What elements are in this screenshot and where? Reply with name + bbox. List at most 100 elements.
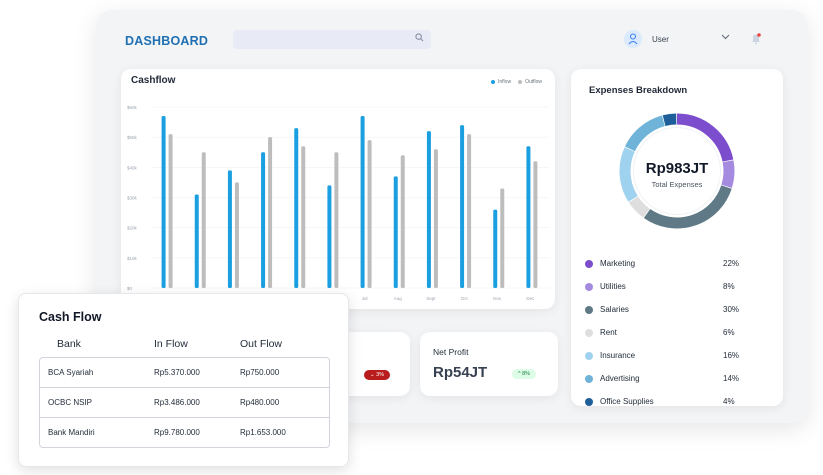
total-expenses-value: Rp983JT: [645, 160, 709, 177]
bar-outflow-jan[interactable]: [168, 134, 173, 288]
legend-swatch: [585, 283, 593, 291]
x-tick-label: Aug: [394, 296, 403, 301]
bar-outflow-sept[interactable]: [433, 149, 438, 288]
legend-swatch: [585, 329, 593, 337]
donut-slice-salaries[interactable]: [643, 185, 732, 229]
expense-legend-item: Advertising 14%: [585, 373, 765, 385]
table-row[interactable]: OCBC NSIP Rp3.486.000 Rp480.000: [40, 387, 329, 417]
y-tick-label: $20k: [127, 226, 138, 231]
cell-in-flow: Rp9.780.000: [154, 428, 200, 437]
donut-slice-insurance[interactable]: [619, 147, 638, 202]
trend-badge-up: ^ 8%: [512, 369, 537, 379]
y-tick-label: $50k: [127, 135, 138, 140]
x-tick-label: Sept: [426, 296, 436, 301]
expense-category-label: Insurance: [600, 351, 636, 360]
cell-bank: OCBC NSIP: [48, 398, 93, 407]
cash-flow-table-panel: Cash Flow Bank In Flow Out Flow BCA Syar…: [18, 293, 349, 467]
donut-slice-marketing[interactable]: [676, 113, 734, 162]
user-avatar[interactable]: [624, 30, 642, 48]
table-row[interactable]: Bank Mandiri Rp9.780.000 Rp1.653.000: [40, 417, 329, 447]
bar-inflow-mar[interactable]: [227, 170, 232, 288]
expense-legend-item: Utilities 8%: [585, 281, 765, 293]
bar-outflow-nov[interactable]: [500, 188, 505, 288]
bar-inflow-dec[interactable]: [526, 146, 531, 288]
bar-inflow-nov[interactable]: [493, 209, 498, 288]
expense-category-label: Utilities: [600, 282, 626, 291]
chart-legend: Inflow Outflow: [491, 79, 542, 85]
y-tick-label: $30k: [127, 196, 138, 201]
bell-icon[interactable]: [750, 32, 762, 45]
cell-in-flow: Rp5.370.000: [154, 368, 200, 377]
expense-legend-item: Marketing 22%: [585, 258, 765, 270]
x-tick-label: Dec: [526, 296, 535, 301]
legend-swatch: [585, 352, 593, 360]
donut-slice-advertising[interactable]: [624, 115, 666, 152]
bar-outflow-jul[interactable]: [367, 140, 372, 288]
bar-inflow-apr[interactable]: [261, 152, 266, 288]
x-tick-label: Oct: [461, 296, 469, 301]
stat-card-net-profit: Net Profit Rp54JT ^ 8%: [420, 332, 558, 396]
y-tick-label: $60k: [127, 105, 138, 110]
cell-bank: BCA Syariah: [48, 368, 94, 377]
user-label[interactable]: User: [652, 35, 669, 44]
y-tick-label: $40k: [127, 165, 138, 170]
bar-inflow-aug[interactable]: [393, 176, 398, 288]
column-header-bank: Bank: [57, 338, 81, 350]
bar-outflow-aug[interactable]: [400, 155, 405, 288]
bar-inflow-feb[interactable]: [194, 194, 199, 288]
expense-percent-value: 30%: [723, 305, 740, 314]
bar-outflow-dec[interactable]: [533, 161, 538, 288]
cell-out-flow: Rp1.653.000: [240, 428, 286, 437]
cashflow-bar-chart: $0$10k$20k$30k$40k$50k$60kJanFebMarAprMa…: [127, 105, 549, 301]
bar-inflow-jun[interactable]: [327, 185, 332, 288]
expense-percent-value: 4%: [723, 397, 735, 406]
expense-percent-value: 14%: [723, 374, 740, 383]
dashboard-title: DASHBOARD: [125, 34, 209, 48]
table-row[interactable]: BCA Syariah Rp5.370.000 Rp750.000: [40, 358, 329, 387]
bar-outflow-feb[interactable]: [201, 152, 206, 288]
expense-percent-value: 16%: [723, 351, 740, 360]
bar-outflow-oct[interactable]: [467, 134, 472, 288]
cell-out-flow: Rp480.000: [240, 398, 280, 407]
cell-bank: Bank Mandiri: [48, 428, 95, 437]
legend-outflow-label: Outflow: [525, 79, 543, 85]
y-tick-label: $10k: [127, 256, 138, 261]
expenses-donut-chart: [619, 113, 735, 229]
chevron-down-icon[interactable]: [721, 34, 730, 40]
x-tick-label: Jul: [362, 296, 368, 301]
donut-slice-office-supplies[interactable]: [662, 113, 677, 126]
donut-slice-rent[interactable]: [628, 196, 650, 218]
cash-flow-table: BCA Syariah Rp5.370.000 Rp750.000 OCBC N…: [39, 357, 330, 448]
bar-inflow-sept[interactable]: [426, 131, 431, 288]
legend-swatch: [585, 260, 593, 268]
legend-swatch: [585, 375, 593, 383]
expenses-title: Expenses Breakdown: [589, 85, 688, 96]
cashflow-chart-card: Cashflow Inflow Outflow $0 $10k $20k $30k $4…: [121, 69, 555, 309]
x-tick-label: Nov: [493, 296, 502, 301]
legend-inflow-swatch: [491, 80, 495, 84]
user-icon: [628, 33, 638, 45]
donut-slice-utilities[interactable]: [721, 160, 735, 189]
expense-percent-value: 22%: [723, 259, 740, 268]
expense-legend-item: Salaries 30%: [585, 304, 765, 316]
cashflow-chart-title: Cashflow: [131, 75, 176, 86]
cell-in-flow: Rp3.486.000: [154, 398, 200, 407]
bar-outflow-mar[interactable]: [234, 182, 239, 288]
bar-outflow-apr[interactable]: [268, 137, 273, 288]
legend-swatch: [585, 306, 593, 314]
bar-outflow-may[interactable]: [301, 146, 306, 288]
expense-percent-value: 6%: [723, 328, 735, 337]
expense-category-label: Advertising: [600, 374, 640, 383]
bar-inflow-jan[interactable]: [161, 116, 166, 288]
net-profit-label: Net Profit: [433, 347, 469, 357]
cell-out-flow: Rp750.000: [240, 368, 280, 377]
expense-category-label: Salaries: [600, 305, 629, 314]
expense-legend-item: Rent 6%: [585, 327, 765, 339]
bar-outflow-jun[interactable]: [334, 152, 339, 288]
expense-legend-item: Office Supplies 4%: [585, 396, 765, 408]
legend-swatch: [585, 398, 593, 406]
bar-inflow-may[interactable]: [294, 128, 299, 288]
bar-inflow-jul[interactable]: [360, 116, 365, 288]
search-input[interactable]: [233, 30, 431, 49]
bar-inflow-oct[interactable]: [460, 125, 465, 288]
